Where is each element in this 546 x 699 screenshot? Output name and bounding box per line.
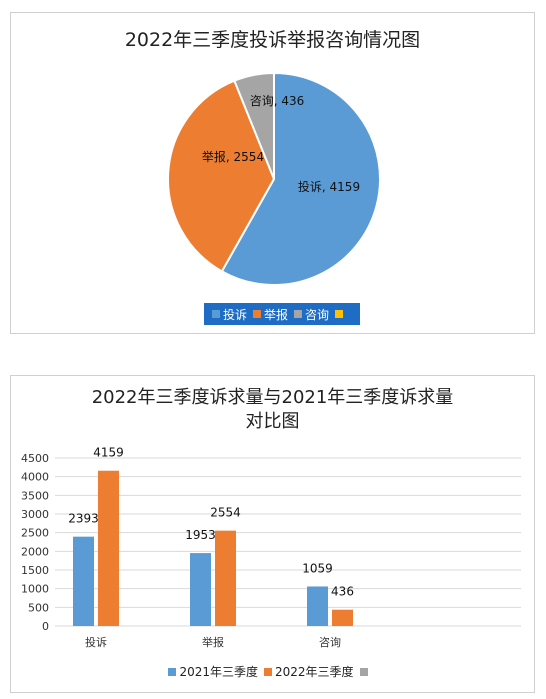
bar-x-category-label: 咨询 bbox=[319, 635, 341, 649]
pie-legend-swatch-complaint bbox=[212, 310, 220, 318]
bar-0-series-1 bbox=[98, 470, 119, 626]
pie-legend-swatch-report bbox=[253, 310, 262, 318]
bar-legend-label-2022: 2022年三季度 bbox=[275, 665, 354, 679]
pie-legend-label-complaint: 投诉 bbox=[223, 307, 248, 322]
pie-slice-report bbox=[167, 79, 276, 273]
bar-y-tick-label: 1500 bbox=[21, 564, 49, 577]
bar-chart-panel: 2022年三季度诉求量与2021年三季度诉求量 对比图 0 500 1000 1500… bbox=[10, 375, 535, 693]
pie-data-label-complaint: 投诉, 4159 bbox=[298, 179, 360, 194]
bar-1-series-0 bbox=[190, 553, 211, 626]
bar-1-series-1 bbox=[215, 530, 236, 626]
pie-slice-complaint bbox=[220, 71, 381, 286]
bar-chart-title: 2022年三季度诉求量与2021年三季度诉求量 对比图 bbox=[11, 386, 534, 434]
pie-legend-swatch-consult bbox=[294, 310, 303, 318]
bar-x-category-label: 投诉 bbox=[85, 635, 107, 649]
pie-legend-label-report: 举报 bbox=[264, 307, 289, 322]
bar-0-series-0 bbox=[73, 536, 94, 626]
pie-legend-item-report: 举报 bbox=[253, 306, 288, 323]
bar-y-tick-label: 2000 bbox=[21, 545, 49, 558]
bar-y-tick-label: 1000 bbox=[21, 583, 49, 596]
bar-legend-item-extra bbox=[359, 667, 371, 676]
pie-slice-consult bbox=[233, 71, 275, 180]
pie-chart-legend: 投诉 举报 咨询 bbox=[204, 303, 361, 325]
bar-y-tick-label: 3000 bbox=[21, 508, 49, 521]
bar-legend-swatch-extra bbox=[359, 667, 368, 676]
bar-y-tick-label: 3500 bbox=[21, 489, 49, 502]
bar-2-series-0 bbox=[307, 586, 328, 626]
bar-chart-title-line1: 2022年三季度诉求量与2021年三季度诉求量 bbox=[91, 387, 454, 408]
bar-chart-svg: 0 500 1000 1500 2000 2500 3000 3500 4000 4500 2393… bbox=[21, 446, 521, 649]
bar-value-label: 1059 bbox=[302, 561, 333, 575]
bar-x-category-label: 举报 bbox=[202, 635, 224, 649]
bar-chart-title-line2: 对比图 bbox=[245, 411, 300, 432]
pie-legend-item-extra bbox=[335, 310, 346, 318]
pie-legend-label-consult: 咨询 bbox=[305, 307, 330, 322]
bar-legend-swatch-2021 bbox=[168, 667, 177, 676]
bar-legend-item-2021: 2021年三季度 bbox=[168, 663, 258, 680]
pie-chart-panel: 2022年三季度投诉举报咨询情况图 投诉, 4159 举报, 2554 咨询, 43… bbox=[10, 12, 535, 334]
pie-legend-item-consult: 咨询 bbox=[294, 306, 329, 323]
pie-chart-svg: 投诉, 4159 举报, 2554 咨询, 436 bbox=[167, 71, 381, 286]
bar-value-label: 4159 bbox=[93, 446, 124, 460]
pie-data-label-consult: 咨询, 436 bbox=[250, 93, 305, 108]
bar-value-label: 2393 bbox=[68, 512, 99, 526]
bar-y-tick-label: 500 bbox=[28, 601, 49, 614]
bar-y-tick-label: 4500 bbox=[21, 452, 49, 465]
pie-legend-swatch-extra bbox=[335, 310, 344, 318]
bar-value-label: 1953 bbox=[185, 528, 216, 542]
bar-2-series-1 bbox=[332, 609, 353, 626]
bar-value-label: 436 bbox=[331, 585, 354, 599]
bar-legend-item-2022: 2022年三季度 bbox=[264, 663, 354, 680]
bar-y-tick-label: 4000 bbox=[21, 471, 49, 484]
bar-y-tick-label: 0 bbox=[42, 620, 49, 633]
bar-chart-legend: 2021年三季度 2022年三季度 bbox=[11, 663, 534, 680]
pie-data-label-report: 举报, 2554 bbox=[202, 149, 264, 164]
bar-y-tick-label: 2500 bbox=[21, 527, 49, 540]
bar-legend-swatch-2022 bbox=[264, 667, 272, 676]
pie-chart-title: 2022年三季度投诉举报咨询情况图 bbox=[124, 29, 421, 51]
bar-value-label: 2554 bbox=[210, 506, 241, 520]
bar-legend-label-2021: 2021年三季度 bbox=[179, 665, 258, 679]
pie-legend-item-complaint: 投诉 bbox=[212, 306, 247, 323]
